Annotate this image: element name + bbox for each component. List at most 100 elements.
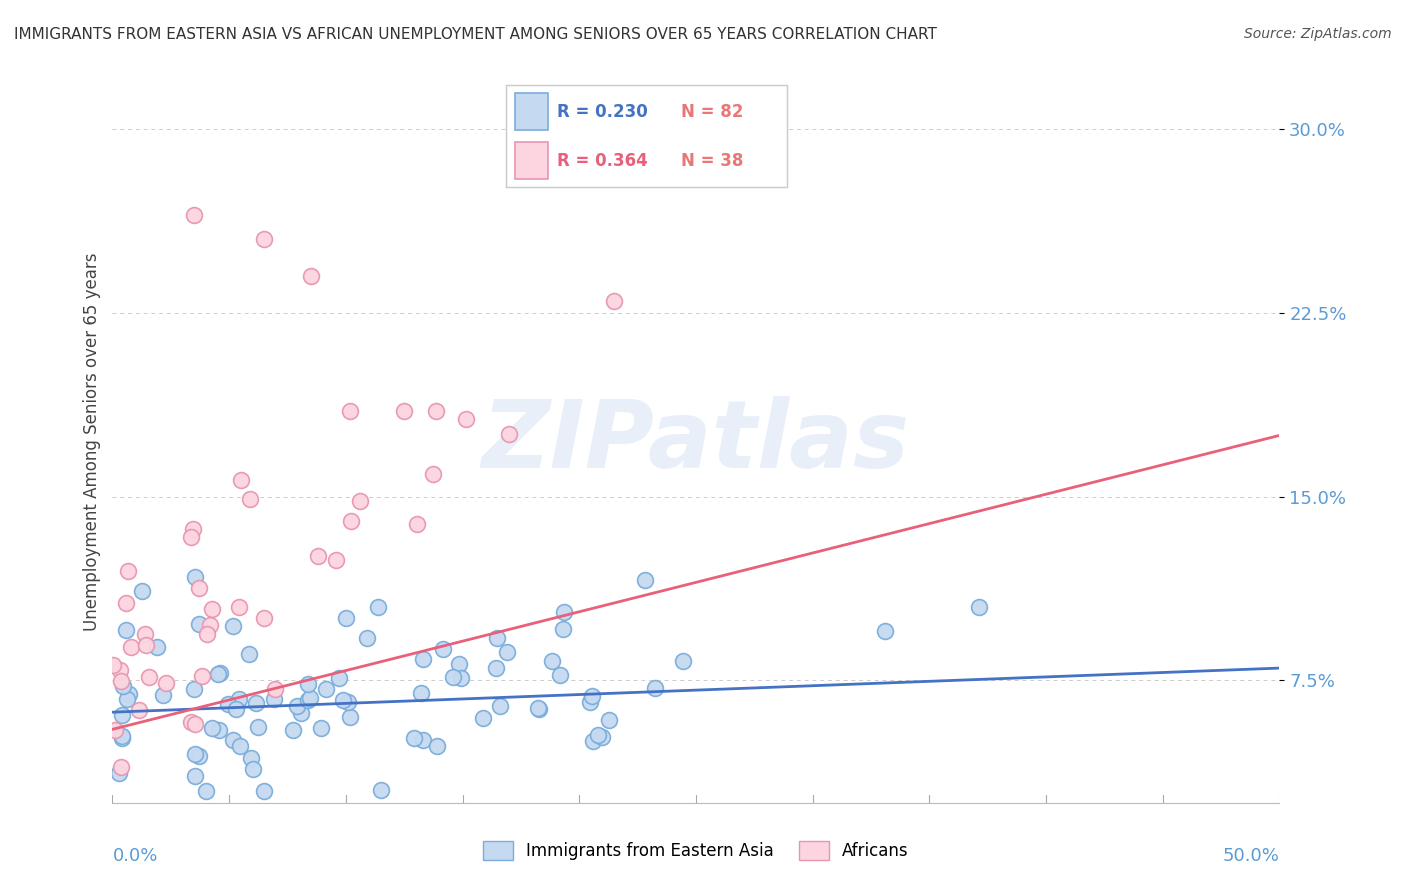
Point xyxy=(152,689,174,703)
Point xyxy=(181,522,204,536)
Point xyxy=(325,552,347,566)
Point xyxy=(967,599,990,614)
Point xyxy=(115,596,138,610)
Point xyxy=(117,564,139,578)
Point xyxy=(447,657,470,671)
Point xyxy=(339,710,361,724)
Point xyxy=(183,681,205,696)
Point xyxy=(299,269,322,284)
Point xyxy=(229,739,252,754)
Point xyxy=(201,721,224,735)
Point xyxy=(309,721,332,735)
Text: Source: ZipAtlas.com: Source: ZipAtlas.com xyxy=(1244,27,1392,41)
Point xyxy=(200,617,222,632)
Point xyxy=(118,687,141,701)
Point xyxy=(409,686,432,700)
Point xyxy=(367,600,389,615)
Point xyxy=(180,714,202,729)
Point xyxy=(495,645,517,659)
Point xyxy=(245,696,267,710)
Point xyxy=(191,669,214,683)
Point xyxy=(412,651,434,665)
Point xyxy=(146,640,169,654)
Point xyxy=(187,617,209,632)
Point xyxy=(432,642,454,657)
Y-axis label: Unemployment Among Seniors over 65 years: Unemployment Among Seniors over 65 years xyxy=(83,252,101,631)
Point xyxy=(485,631,508,645)
Point xyxy=(111,679,134,693)
Point xyxy=(297,693,319,707)
Point xyxy=(263,692,285,706)
Point xyxy=(591,730,613,744)
Point xyxy=(188,748,211,763)
Text: 0.0%: 0.0% xyxy=(112,847,157,865)
Point xyxy=(120,640,142,654)
Point xyxy=(349,494,371,508)
Point xyxy=(335,611,357,625)
Text: N = 38: N = 38 xyxy=(681,152,742,169)
Point xyxy=(240,751,263,765)
Point xyxy=(281,723,304,737)
Point xyxy=(472,711,495,725)
Point xyxy=(194,783,217,797)
Point xyxy=(527,702,550,716)
Point xyxy=(217,697,239,711)
Text: 50.0%: 50.0% xyxy=(1223,847,1279,865)
Point xyxy=(225,702,247,716)
Point xyxy=(222,733,245,747)
Point xyxy=(553,605,575,619)
Point xyxy=(115,691,138,706)
Point xyxy=(111,731,134,745)
Point xyxy=(201,601,224,615)
Point xyxy=(873,624,896,638)
Point xyxy=(184,716,207,731)
Point xyxy=(404,731,426,745)
Point xyxy=(422,467,444,482)
Point xyxy=(138,670,160,684)
Point xyxy=(195,626,218,640)
Point xyxy=(108,765,131,780)
Point xyxy=(110,760,132,774)
Legend: Immigrants from Eastern Asia, Africans: Immigrants from Eastern Asia, Africans xyxy=(477,834,915,867)
Point xyxy=(672,654,695,668)
Point xyxy=(101,657,124,672)
Point xyxy=(598,713,620,727)
Point xyxy=(115,623,138,637)
Point xyxy=(228,600,250,615)
Point xyxy=(356,631,378,645)
Point xyxy=(336,695,359,709)
Point xyxy=(253,232,276,246)
Point xyxy=(541,654,564,668)
Point xyxy=(586,727,609,741)
FancyBboxPatch shape xyxy=(515,93,548,130)
FancyBboxPatch shape xyxy=(515,142,548,179)
Point xyxy=(238,647,260,661)
Point xyxy=(489,698,512,713)
Point xyxy=(582,734,605,748)
Point xyxy=(285,698,308,713)
Point xyxy=(315,682,337,697)
Point xyxy=(370,782,392,797)
Point xyxy=(184,747,207,762)
Point xyxy=(228,692,250,706)
Point xyxy=(128,703,150,717)
Point xyxy=(290,706,312,721)
Point xyxy=(229,474,252,488)
Point xyxy=(111,708,134,723)
Point xyxy=(339,404,361,418)
Point xyxy=(644,681,666,695)
Point xyxy=(332,693,354,707)
Point xyxy=(222,619,245,633)
Point xyxy=(239,492,262,507)
Text: R = 0.230: R = 0.230 xyxy=(557,103,648,121)
Point xyxy=(484,661,506,675)
Point xyxy=(155,675,177,690)
Point xyxy=(526,701,548,715)
Point xyxy=(104,723,127,738)
Point xyxy=(581,690,603,704)
Point xyxy=(498,427,520,442)
Point xyxy=(188,581,211,595)
Point xyxy=(131,584,153,599)
Point xyxy=(551,623,574,637)
Point xyxy=(634,573,657,587)
